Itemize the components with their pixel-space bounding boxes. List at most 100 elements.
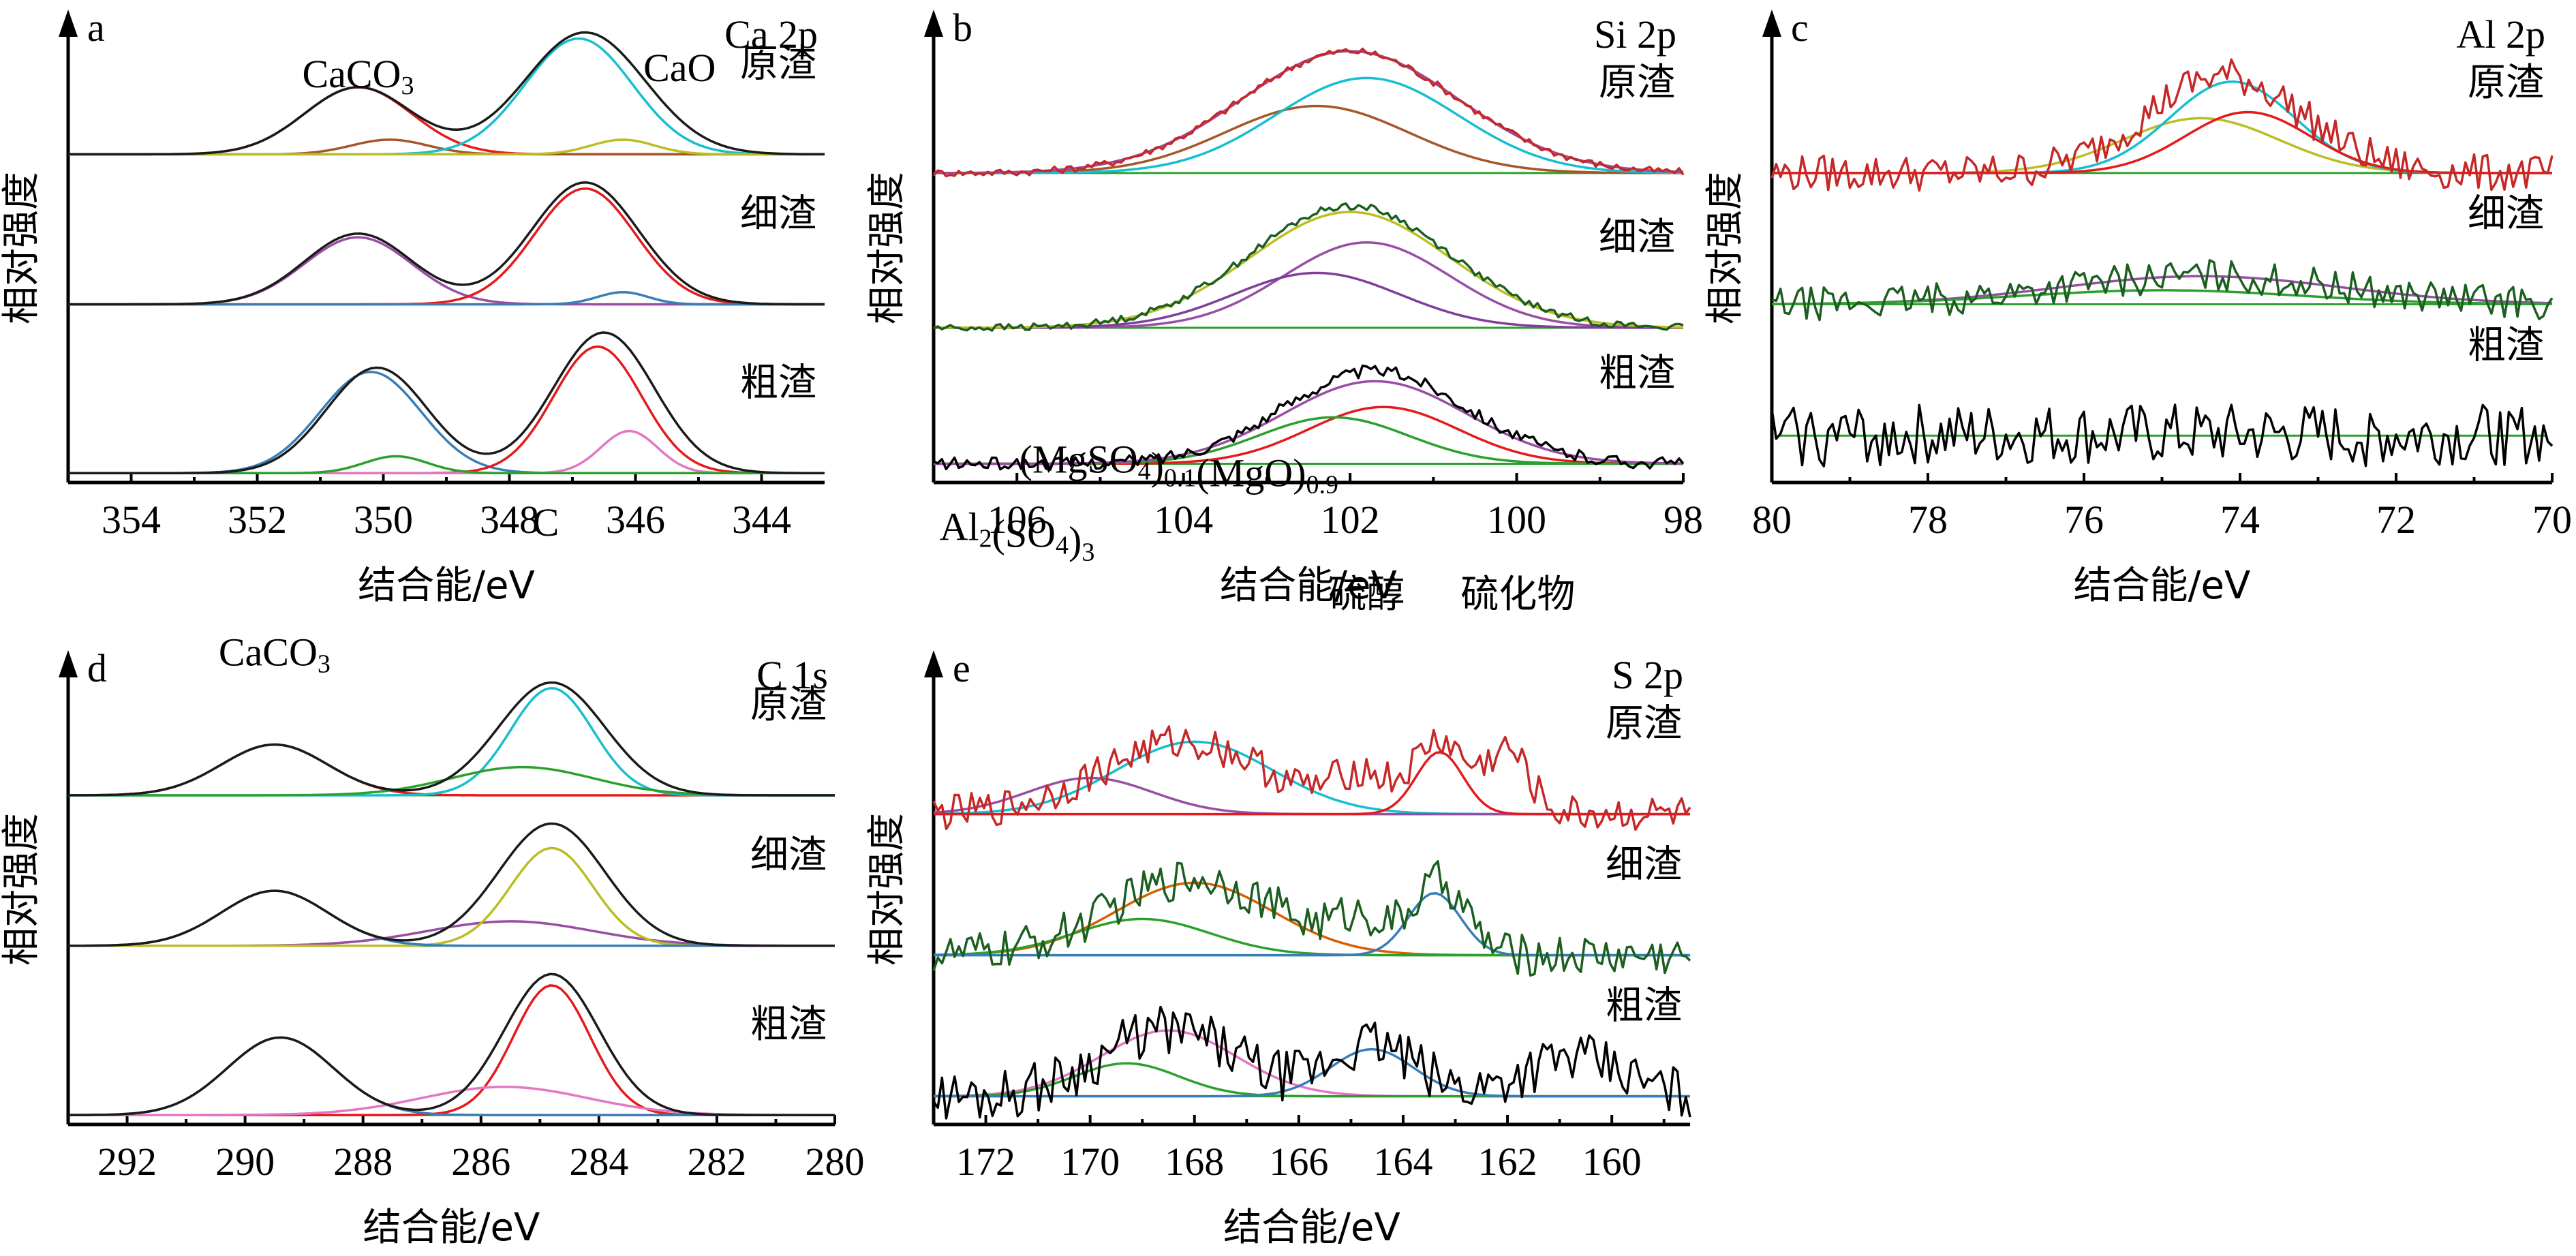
x-axis-label: 结合能/eV	[2074, 564, 2251, 608]
x-axis-label: 结合能/eV	[358, 564, 535, 608]
core-level-label: Si 2p	[1594, 12, 1676, 57]
sample-label: 粗渣	[740, 361, 816, 405]
y-axis-arrow	[924, 10, 943, 37]
fit-component	[934, 50, 1684, 174]
x-tick-label: 290	[215, 1139, 275, 1184]
fit-component	[934, 76, 1684, 174]
fit-component	[934, 104, 1683, 174]
fit-component	[67, 889, 835, 947]
x-axis-label: 结合能/eV	[1223, 1206, 1400, 1250]
y-axis-label: 相对强度	[1703, 172, 1747, 324]
x-tick-label: 104	[1154, 497, 1213, 542]
x-tick-label: 106	[987, 497, 1047, 542]
spectrum-line	[933, 364, 1685, 471]
spectrum-line	[67, 972, 835, 1116]
fit-component	[68, 236, 825, 306]
spectrum-line	[67, 681, 835, 797]
core-level-label: C 1s	[756, 653, 828, 697]
fit-component	[1772, 110, 2552, 174]
peak-annotation: Al2(SO4)3	[940, 504, 1095, 566]
sample-label: 原渣	[740, 42, 816, 87]
spectrum-line	[1770, 58, 2554, 192]
x-tick-label: 74	[2220, 497, 2260, 542]
x-tick-label: 76	[2064, 497, 2104, 542]
peak-annotation: CaCO3	[303, 52, 414, 100]
x-tick-label: 170	[1060, 1139, 1120, 1184]
sample-label: 粗渣	[1606, 983, 1682, 1028]
fit-component	[933, 881, 1690, 957]
panel-letter: a	[87, 5, 105, 50]
sample-label: 细渣	[750, 833, 827, 878]
x-axis-label: 结合能/eV	[1220, 564, 1397, 608]
y-axis-label: 相对强度	[865, 172, 909, 324]
x-tick-label: 78	[1908, 497, 1948, 542]
sample-label: 原渣	[1599, 61, 1675, 105]
x-tick-label: 72	[2376, 497, 2416, 542]
peak-annotation: C	[533, 500, 559, 545]
x-tick-label: 284	[569, 1139, 628, 1184]
peak-annotation: 硫醇	[1328, 572, 1405, 617]
chart-panel-a: 354 352 350 348 346 344 结合能/eV 相对强度 a Ca 2p原渣细渣粗渣…	[0, 5, 825, 608]
spectrum-line	[932, 47, 1685, 178]
y-axis-label: 相对强度	[865, 813, 909, 966]
y-axis-arrow	[59, 650, 78, 677]
spectrum-line	[68, 31, 825, 156]
x-tick-label: 286	[451, 1139, 510, 1184]
fit-component	[934, 891, 1690, 957]
sample-label: 粗渣	[1599, 352, 1675, 396]
sample-label: 粗渣	[750, 1002, 827, 1047]
fit-component	[68, 429, 825, 474]
y-axis-arrow	[59, 10, 78, 37]
x-tick-label: 98	[1663, 497, 1703, 542]
fit-component	[68, 86, 825, 156]
x-tick-label: 100	[1487, 497, 1546, 542]
fit-component	[67, 743, 835, 797]
y-axis-arrow	[924, 650, 943, 677]
fit-component	[1772, 117, 2552, 174]
spectrum-line	[67, 822, 835, 947]
y-axis-label: 相对强度	[0, 172, 44, 324]
x-tick-label: 350	[354, 497, 413, 542]
core-level-label: S 2p	[1612, 653, 1683, 697]
x-axis-label: 结合能/eV	[363, 1206, 540, 1250]
peak-annotation: (MgSO4)0.1(MgO)0.9	[1019, 438, 1338, 500]
y-axis-arrow	[1762, 10, 1781, 37]
x-tick-label: 354	[102, 497, 161, 542]
spectrum-line	[932, 725, 1691, 831]
fit-component	[934, 211, 1684, 329]
sample-label: 细渣	[1606, 842, 1682, 887]
spectrum-line	[933, 202, 1684, 332]
x-tick-label: 70	[2532, 497, 2572, 542]
sample-label: 原渣	[1606, 701, 1682, 746]
peak-annotation: CaCO3	[219, 630, 331, 679]
x-tick-label: 288	[333, 1139, 393, 1184]
x-tick-label: 160	[1582, 1139, 1642, 1184]
sample-label: 细渣	[740, 192, 816, 236]
panel-letter: d	[87, 646, 107, 690]
x-tick-label: 280	[806, 1139, 865, 1184]
peak-annotation: CaO	[643, 46, 716, 90]
core-level-label: Ca 2p	[724, 12, 818, 57]
x-tick-label: 172	[956, 1139, 1015, 1184]
x-tick-label: 164	[1373, 1139, 1432, 1184]
fit-component	[68, 765, 835, 797]
panel-letter: e	[953, 646, 970, 690]
spectrum-line	[932, 1005, 1691, 1120]
panel-letter: b	[953, 5, 972, 50]
x-tick-label: 102	[1321, 497, 1380, 542]
fit-component	[934, 380, 1684, 465]
sample-label: 原渣	[750, 683, 827, 727]
x-tick-label: 80	[1752, 497, 1792, 542]
chart-panel-d: 292 290 288 286 284 282 280 结合能/eV 相对强度 d C 1s原渣细渣…	[0, 500, 865, 1250]
x-tick-label: 348	[480, 497, 539, 542]
sample-label: 原渣	[2468, 61, 2544, 105]
core-level-label: Al 2p	[2457, 12, 2546, 57]
fit-component	[67, 1036, 835, 1116]
fit-component	[934, 751, 1690, 816]
fit-component	[68, 984, 835, 1116]
panel-letter: c	[1791, 5, 1809, 50]
x-tick-label: 168	[1165, 1139, 1224, 1184]
